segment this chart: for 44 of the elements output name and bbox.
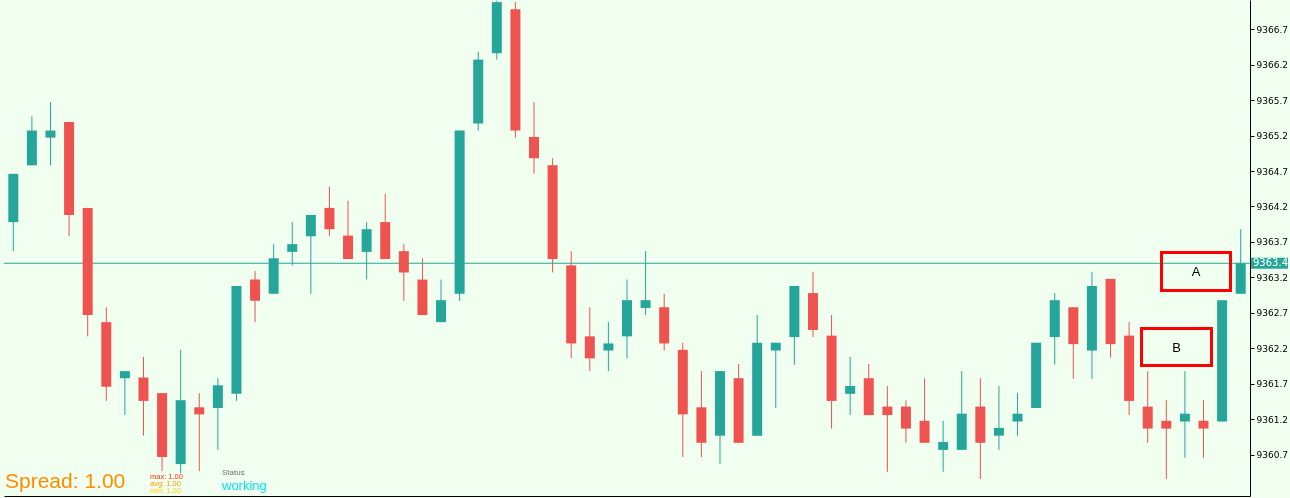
candlestick [398, 243, 409, 302]
candlestick [584, 306, 595, 372]
y-tick-label: 9365.2 [1256, 131, 1288, 142]
y-tick-label: 9362.7 [1256, 308, 1288, 319]
candlestick [343, 200, 354, 260]
y-tick-label: 9366.7 [1256, 24, 1288, 35]
y-tick-label: 9363.7 [1256, 237, 1288, 248]
candlestick [250, 270, 261, 323]
annotation: Spread: 1.00 [5, 469, 126, 492]
y-tick-label: 9360.7 [1256, 450, 1288, 461]
candlestick [919, 377, 930, 444]
candlestick [436, 279, 447, 323]
candlestick [1161, 399, 1172, 480]
y-tick-label: 9361.7 [1256, 379, 1288, 390]
candlestick [603, 321, 614, 372]
y-tick-label: 9364.7 [1256, 166, 1288, 177]
candlestick [993, 385, 1004, 451]
candlestick [900, 399, 911, 444]
candlestick [770, 342, 781, 409]
candlestick [324, 186, 335, 237]
annotation: Status [222, 468, 245, 477]
y-tick-label: 9361.2 [1256, 414, 1288, 425]
candlestick [1179, 370, 1190, 459]
candlestick [845, 356, 856, 416]
y-tick-label: 9366.2 [1256, 60, 1288, 71]
button: A [1160, 251, 1232, 292]
candlestick [1012, 392, 1023, 437]
annotation: working [222, 478, 267, 493]
candlestick [45, 101, 56, 166]
y-tick-label: 9365.7 [1256, 95, 1288, 106]
button: B [1140, 327, 1213, 367]
candlestick [1198, 399, 1209, 459]
y-tick-label: 9363.2 [1256, 272, 1288, 283]
candlestick [194, 392, 205, 472]
candlestick [1142, 370, 1153, 444]
candlestick [212, 377, 223, 451]
candlestick [529, 101, 540, 175]
candlestick [882, 385, 893, 473]
y-tick-label: 9364.2 [1256, 201, 1288, 212]
candlestick [119, 370, 130, 416]
ref-line-label: 9363.4 [1253, 257, 1288, 269]
candlestick [938, 420, 949, 473]
y-tick-label: 9362.2 [1256, 343, 1288, 354]
candlestick [138, 356, 149, 437]
